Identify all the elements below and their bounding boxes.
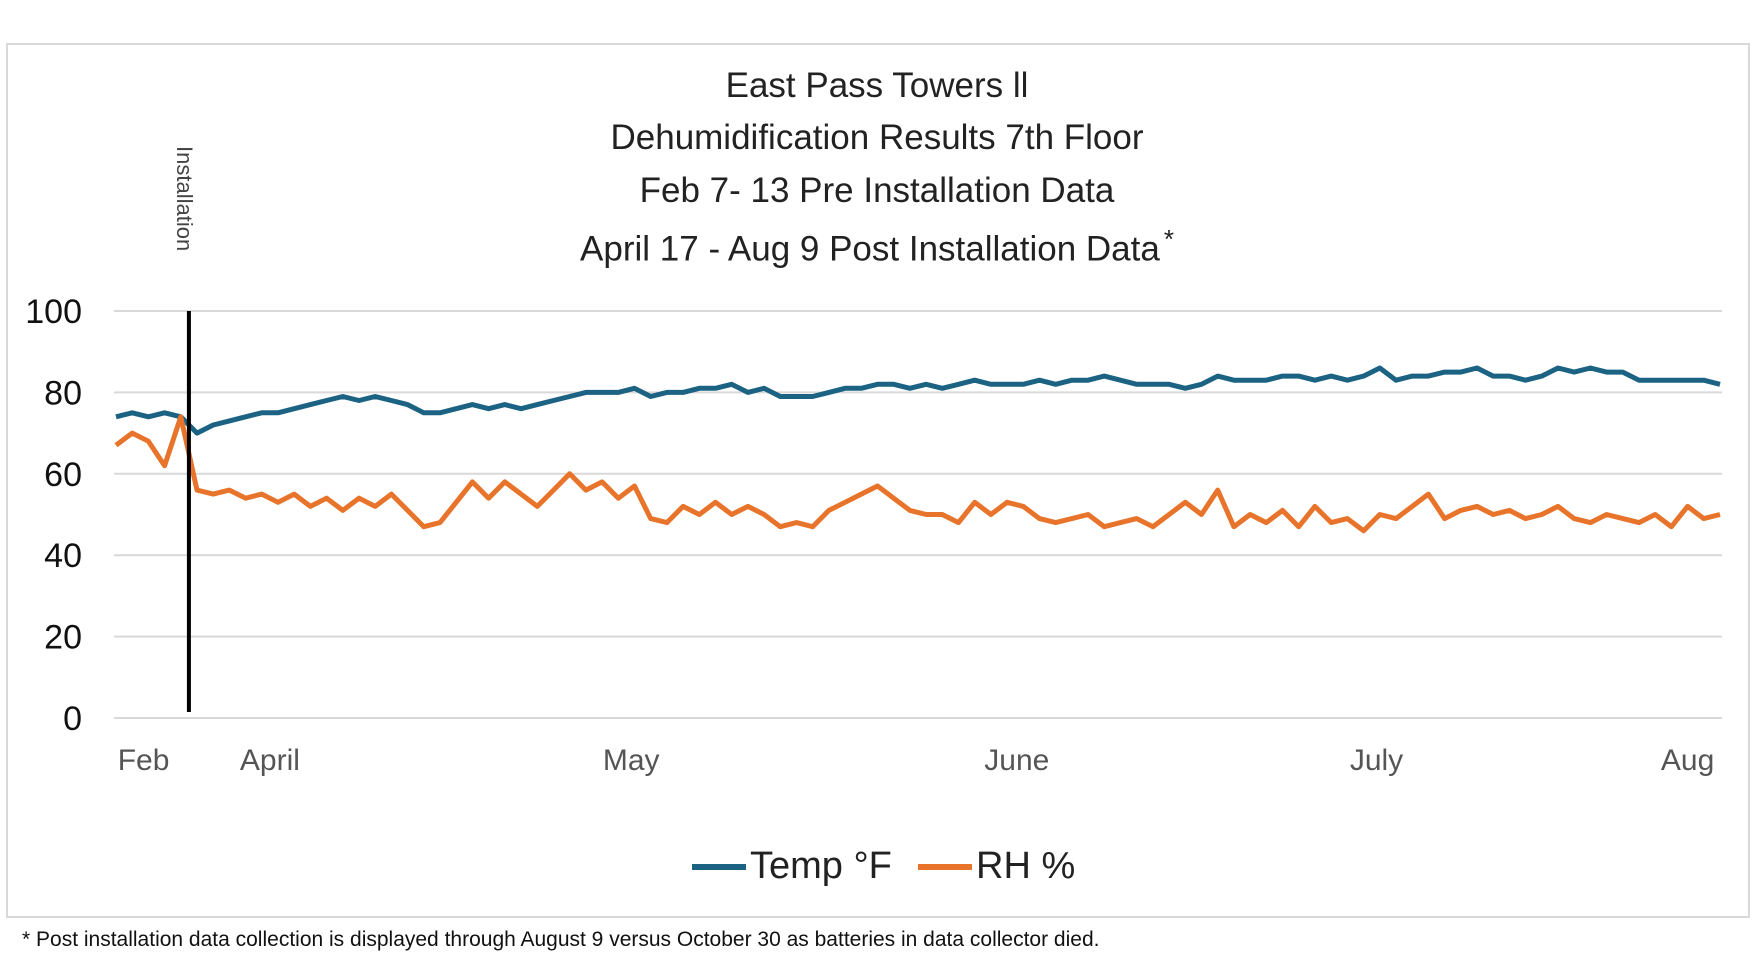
legend-item-temp: Temp °F xyxy=(692,845,892,888)
legend-label-rh: RH % xyxy=(976,845,1076,887)
chart-frame xyxy=(6,43,1750,918)
installation-label: Installation xyxy=(172,146,197,251)
legend-label-temp: Temp °F xyxy=(750,845,892,887)
legend-swatch-rh xyxy=(918,863,972,870)
x-tick-label-june: June xyxy=(984,744,1049,777)
x-tick-label-may: May xyxy=(603,744,660,777)
chart-title-line-1: East Pass Towers ll xyxy=(725,66,1029,105)
chart-title-line-3: Feb 7- 13 Pre Installation Data xyxy=(639,171,1115,210)
y-tick-label: 100 xyxy=(25,293,82,331)
y-tick-label: 80 xyxy=(44,374,82,412)
y-tick-label: 20 xyxy=(44,619,82,657)
chart-title-line-2: Dehumidification Results 7th Floor xyxy=(610,118,1144,157)
series-line-temp xyxy=(115,365,1721,436)
legend-swatch-temp xyxy=(692,863,746,870)
y-tick-label: 60 xyxy=(44,456,82,494)
x-tick-label-april: April xyxy=(240,744,300,777)
legend-item-rh: RH % xyxy=(918,845,1075,888)
y-tick-label: 0 xyxy=(63,700,82,738)
x-tick-label-feb: Feb xyxy=(118,744,170,777)
footnote: * Post installation data collection is d… xyxy=(22,928,1100,951)
x-tick-label-aug: Aug xyxy=(1661,744,1714,777)
title-text: April 17 - Aug 9 Post Installation Data xyxy=(580,229,1160,269)
series-line-rh xyxy=(114,414,1721,534)
y-tick-label: 40 xyxy=(44,537,82,575)
x-tick-label-july: July xyxy=(1350,744,1403,777)
chart-title-line-4: April 17 - Aug 9 Post Installation Data * xyxy=(0,224,1754,270)
title-asterisk: * xyxy=(1163,224,1174,254)
